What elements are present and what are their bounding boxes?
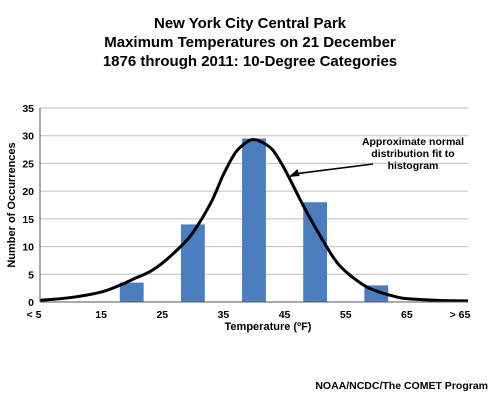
annotation-line-3: histogram: [388, 160, 439, 172]
x-tick-labels: < 5 15 25 35 45 55 65 > 65: [27, 309, 471, 321]
x-axis-label: Temperature (ºF): [225, 321, 312, 333]
source-credit: NOAA/NCDC/The COMET Program: [315, 380, 488, 392]
bar: [242, 138, 266, 302]
y-axis-label: Number of Occurrences: [6, 142, 18, 267]
y-tick-labels: 0 5 10 15 20 25 30 35: [22, 103, 34, 309]
y-tick-label: 15: [22, 214, 34, 226]
bars-group: [119, 138, 389, 302]
chart-title-line-3: 1876 through 2011: 10-Degree Categories: [102, 53, 398, 70]
chart-title-line-2: Maximum Temperatures on 21 December: [104, 34, 396, 51]
chart-title: New York City Central Park Maximum Tempe…: [0, 14, 500, 71]
normal-curve-line: [39, 138, 469, 303]
y-tick-label: 5: [28, 269, 34, 281]
y-tick-label: 20: [22, 186, 34, 198]
normal-curve-group: [39, 138, 469, 303]
bar: [303, 202, 328, 302]
annotation-group: Approximate normal distribution fit to h…: [288, 136, 464, 178]
x-tick-label: < 5: [27, 309, 42, 321]
annotation-line-1: Approximate normal: [362, 136, 464, 148]
y-tick-label: 25: [22, 158, 34, 170]
x-tick-label: 65: [401, 309, 413, 321]
y-tick-label: 30: [22, 131, 34, 143]
x-tick-label: 35: [218, 309, 230, 321]
x-tick-label: 15: [95, 309, 107, 321]
x-tick-label: 45: [279, 309, 291, 321]
x-tick-label: 55: [340, 309, 352, 321]
bar: [119, 282, 144, 302]
x-tick-label: 25: [156, 309, 168, 321]
y-tick-label: 10: [22, 242, 34, 254]
y-tick-label: 0: [28, 297, 34, 309]
axes-group: [39, 108, 468, 303]
annotation-line-2: distribution fit to: [371, 148, 454, 160]
annotation-arrow-line: [293, 163, 374, 175]
annotation-arrowhead: [288, 169, 300, 178]
y-tick-label: 35: [22, 103, 34, 115]
x-tick-label: > 65: [450, 309, 471, 321]
bar: [180, 224, 205, 302]
chart-title-line-1: New York City Central Park: [153, 15, 347, 32]
